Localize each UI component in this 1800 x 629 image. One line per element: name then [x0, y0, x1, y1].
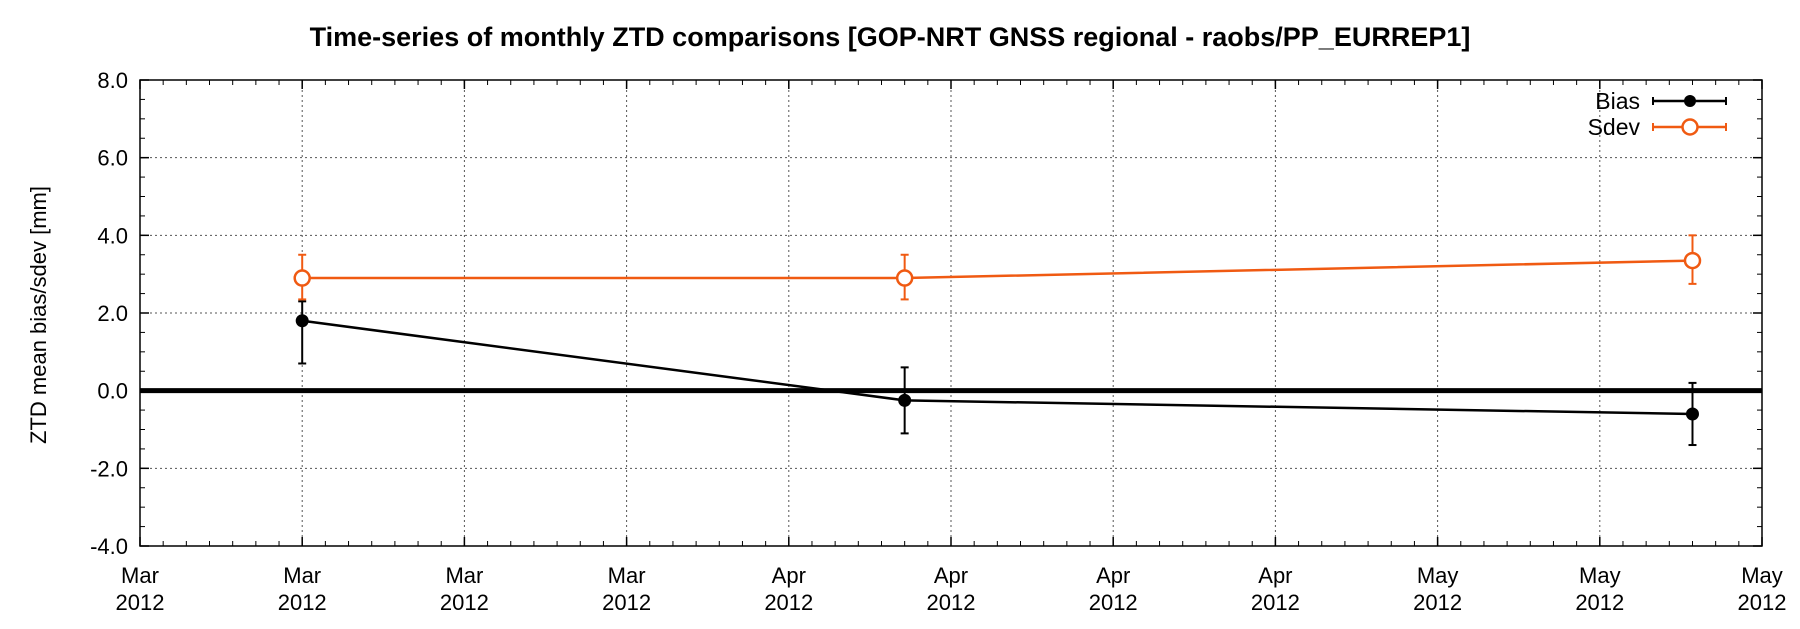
x-tick-year: 2012: [1089, 590, 1138, 615]
data-point: [895, 269, 914, 287]
x-tick-month: Apr: [1258, 563, 1292, 588]
data-point: [293, 269, 311, 287]
data-point: [1685, 407, 1699, 421]
x-tick-month: Apr: [1096, 563, 1130, 588]
legend-label: Sdev: [1588, 114, 1641, 140]
legend-item-bias: Bias: [1595, 88, 1727, 114]
x-tick-year: 2012: [602, 590, 651, 615]
y-tick-labels: -4.0 -2.0 0.0 2.0 4.0 6.0 8.0: [90, 68, 128, 559]
y-axis-label: ZTD mean bias/sdev [mm]: [26, 186, 51, 444]
series-sdev: [293, 234, 1702, 301]
x-tick-labels: Mar2012Mar2012Mar2012Mar2012Apr2012Apr20…: [116, 563, 1787, 615]
series-bias: [295, 300, 1699, 447]
y-tick-label: 4.0: [97, 223, 128, 248]
data-point: [295, 314, 309, 328]
y-tick-label: 0.0: [97, 379, 128, 404]
y-tick-label: 6.0: [97, 146, 128, 171]
x-tick-year: 2012: [927, 590, 976, 615]
x-tick-month: Mar: [283, 563, 321, 588]
grid: [140, 80, 1762, 546]
y-tick-label: -2.0: [90, 456, 128, 481]
legend-swatch-marker: [1684, 95, 1696, 107]
legend-swatch-marker: [1681, 118, 1699, 136]
series-line: [302, 259, 1693, 280]
x-tick-year: 2012: [764, 590, 813, 615]
series: [293, 234, 1702, 447]
x-tick-month: Apr: [772, 563, 806, 588]
y-tick-label: -4.0: [90, 534, 128, 559]
x-tick-month: Mar: [608, 563, 646, 588]
legend-item-sdev: Sdev: [1588, 114, 1727, 140]
x-tick-month: May: [1417, 563, 1459, 588]
x-tick-month: May: [1579, 563, 1621, 588]
x-tick-year: 2012: [116, 590, 165, 615]
x-tick-month: Mar: [445, 563, 483, 588]
x-tick-month: Apr: [934, 563, 968, 588]
x-tick-year: 2012: [1738, 590, 1787, 615]
axes: [139, 79, 1763, 547]
x-tick-month: Mar: [121, 563, 159, 588]
series-line: [302, 319, 1693, 416]
x-tick-year: 2012: [1413, 590, 1462, 615]
y-tick-label: 8.0: [97, 68, 128, 93]
chart-title: Time-series of monthly ZTD comparisons […: [310, 22, 1471, 52]
x-tick-year: 2012: [1251, 590, 1300, 615]
x-tick-month: May: [1741, 563, 1783, 588]
legend-label: Bias: [1595, 88, 1640, 114]
x-tick-year: 2012: [440, 590, 489, 615]
data-point: [898, 393, 912, 407]
data-point: [1683, 251, 1702, 270]
plot-frame: [139, 79, 1763, 547]
x-tick-year: 2012: [278, 590, 327, 615]
y-tick-label: 2.0: [97, 301, 128, 326]
x-tick-year: 2012: [1575, 590, 1624, 615]
